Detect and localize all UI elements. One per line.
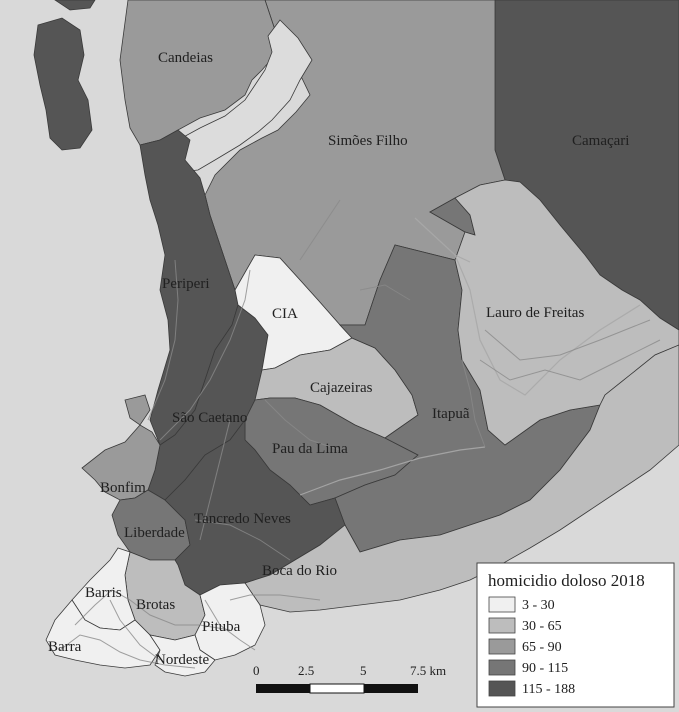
region-pituba [194, 582, 266, 661]
legend: homicidio doloso 2018 3 - 30 30 - 65 65 - … [476, 562, 675, 708]
label-boca-do-rio: Boca do Rio [262, 563, 337, 579]
scale-tick-5: 5 [360, 663, 367, 678]
region-boca-do-rio [244, 344, 679, 613]
label-barris: Barris [85, 585, 122, 601]
label-simoes-filho: Simões Filho [328, 133, 408, 149]
label-barra: Barra [48, 639, 82, 655]
label-lauro-de-freitas: Lauro de Freitas [486, 305, 584, 321]
scale-tick-7-5: 7.5 km [410, 663, 446, 678]
region-bonfim [81, 424, 161, 501]
road-network [59, 199, 661, 669]
region-nordeste [149, 634, 216, 677]
legend-items: 3 - 30 30 - 65 65 - 90 90 - 115 115 - 188 [488, 596, 575, 697]
legend-swatch-4 [488, 659, 516, 676]
legend-swatch-2 [488, 617, 516, 634]
scale-bar: 0 2.5 5 7.5 km [253, 663, 446, 694]
region-island-west [33, 17, 93, 151]
label-bonfim: Bonfim [100, 480, 146, 496]
label-cia: CIA [272, 306, 298, 322]
scale-segment-2 [309, 683, 365, 694]
region-bonfim-peninsula [124, 394, 151, 426]
legend-label-3: 65 - 90 [522, 640, 562, 655]
legend-label-5: 115 - 188 [522, 682, 575, 697]
label-tancredo-neves: Tancredo Neves [194, 511, 291, 527]
region-barra [45, 599, 161, 669]
scale-tick-2-5: 2.5 [298, 663, 314, 678]
legend-swatch-5 [488, 680, 516, 697]
label-periperi: Periperi [162, 276, 209, 292]
scale-segment-3 [364, 684, 418, 693]
legend-label-1: 3 - 30 [522, 598, 555, 613]
label-nordeste: Nordeste [155, 652, 209, 668]
label-itapua: Itapuã [432, 406, 470, 422]
scale-segment-1 [256, 684, 310, 693]
label-brotas: Brotas [136, 597, 175, 613]
label-sao-caetano: São Caetano [172, 410, 247, 426]
label-pau-da-lima: Pau da Lima [272, 441, 348, 457]
legend-swatch-1 [488, 596, 516, 613]
label-liberdade: Liberdade [124, 525, 185, 541]
scale-tick-0: 0 [253, 663, 260, 678]
label-cajazeiras: Cajazeiras [310, 380, 373, 396]
label-pituba: Pituba [202, 619, 241, 635]
legend-swatch-3 [488, 638, 516, 655]
legend-title: homicidio doloso 2018 [488, 571, 645, 590]
region-island-top [54, 0, 96, 11]
legend-label-2: 30 - 65 [522, 619, 562, 634]
legend-label-4: 90 - 115 [522, 661, 568, 676]
region-labels: Candeias Simões Filho Camaçari Periperi … [48, 50, 629, 668]
label-camacari: Camaçari [572, 133, 629, 149]
label-candeias: Candeias [158, 50, 213, 66]
